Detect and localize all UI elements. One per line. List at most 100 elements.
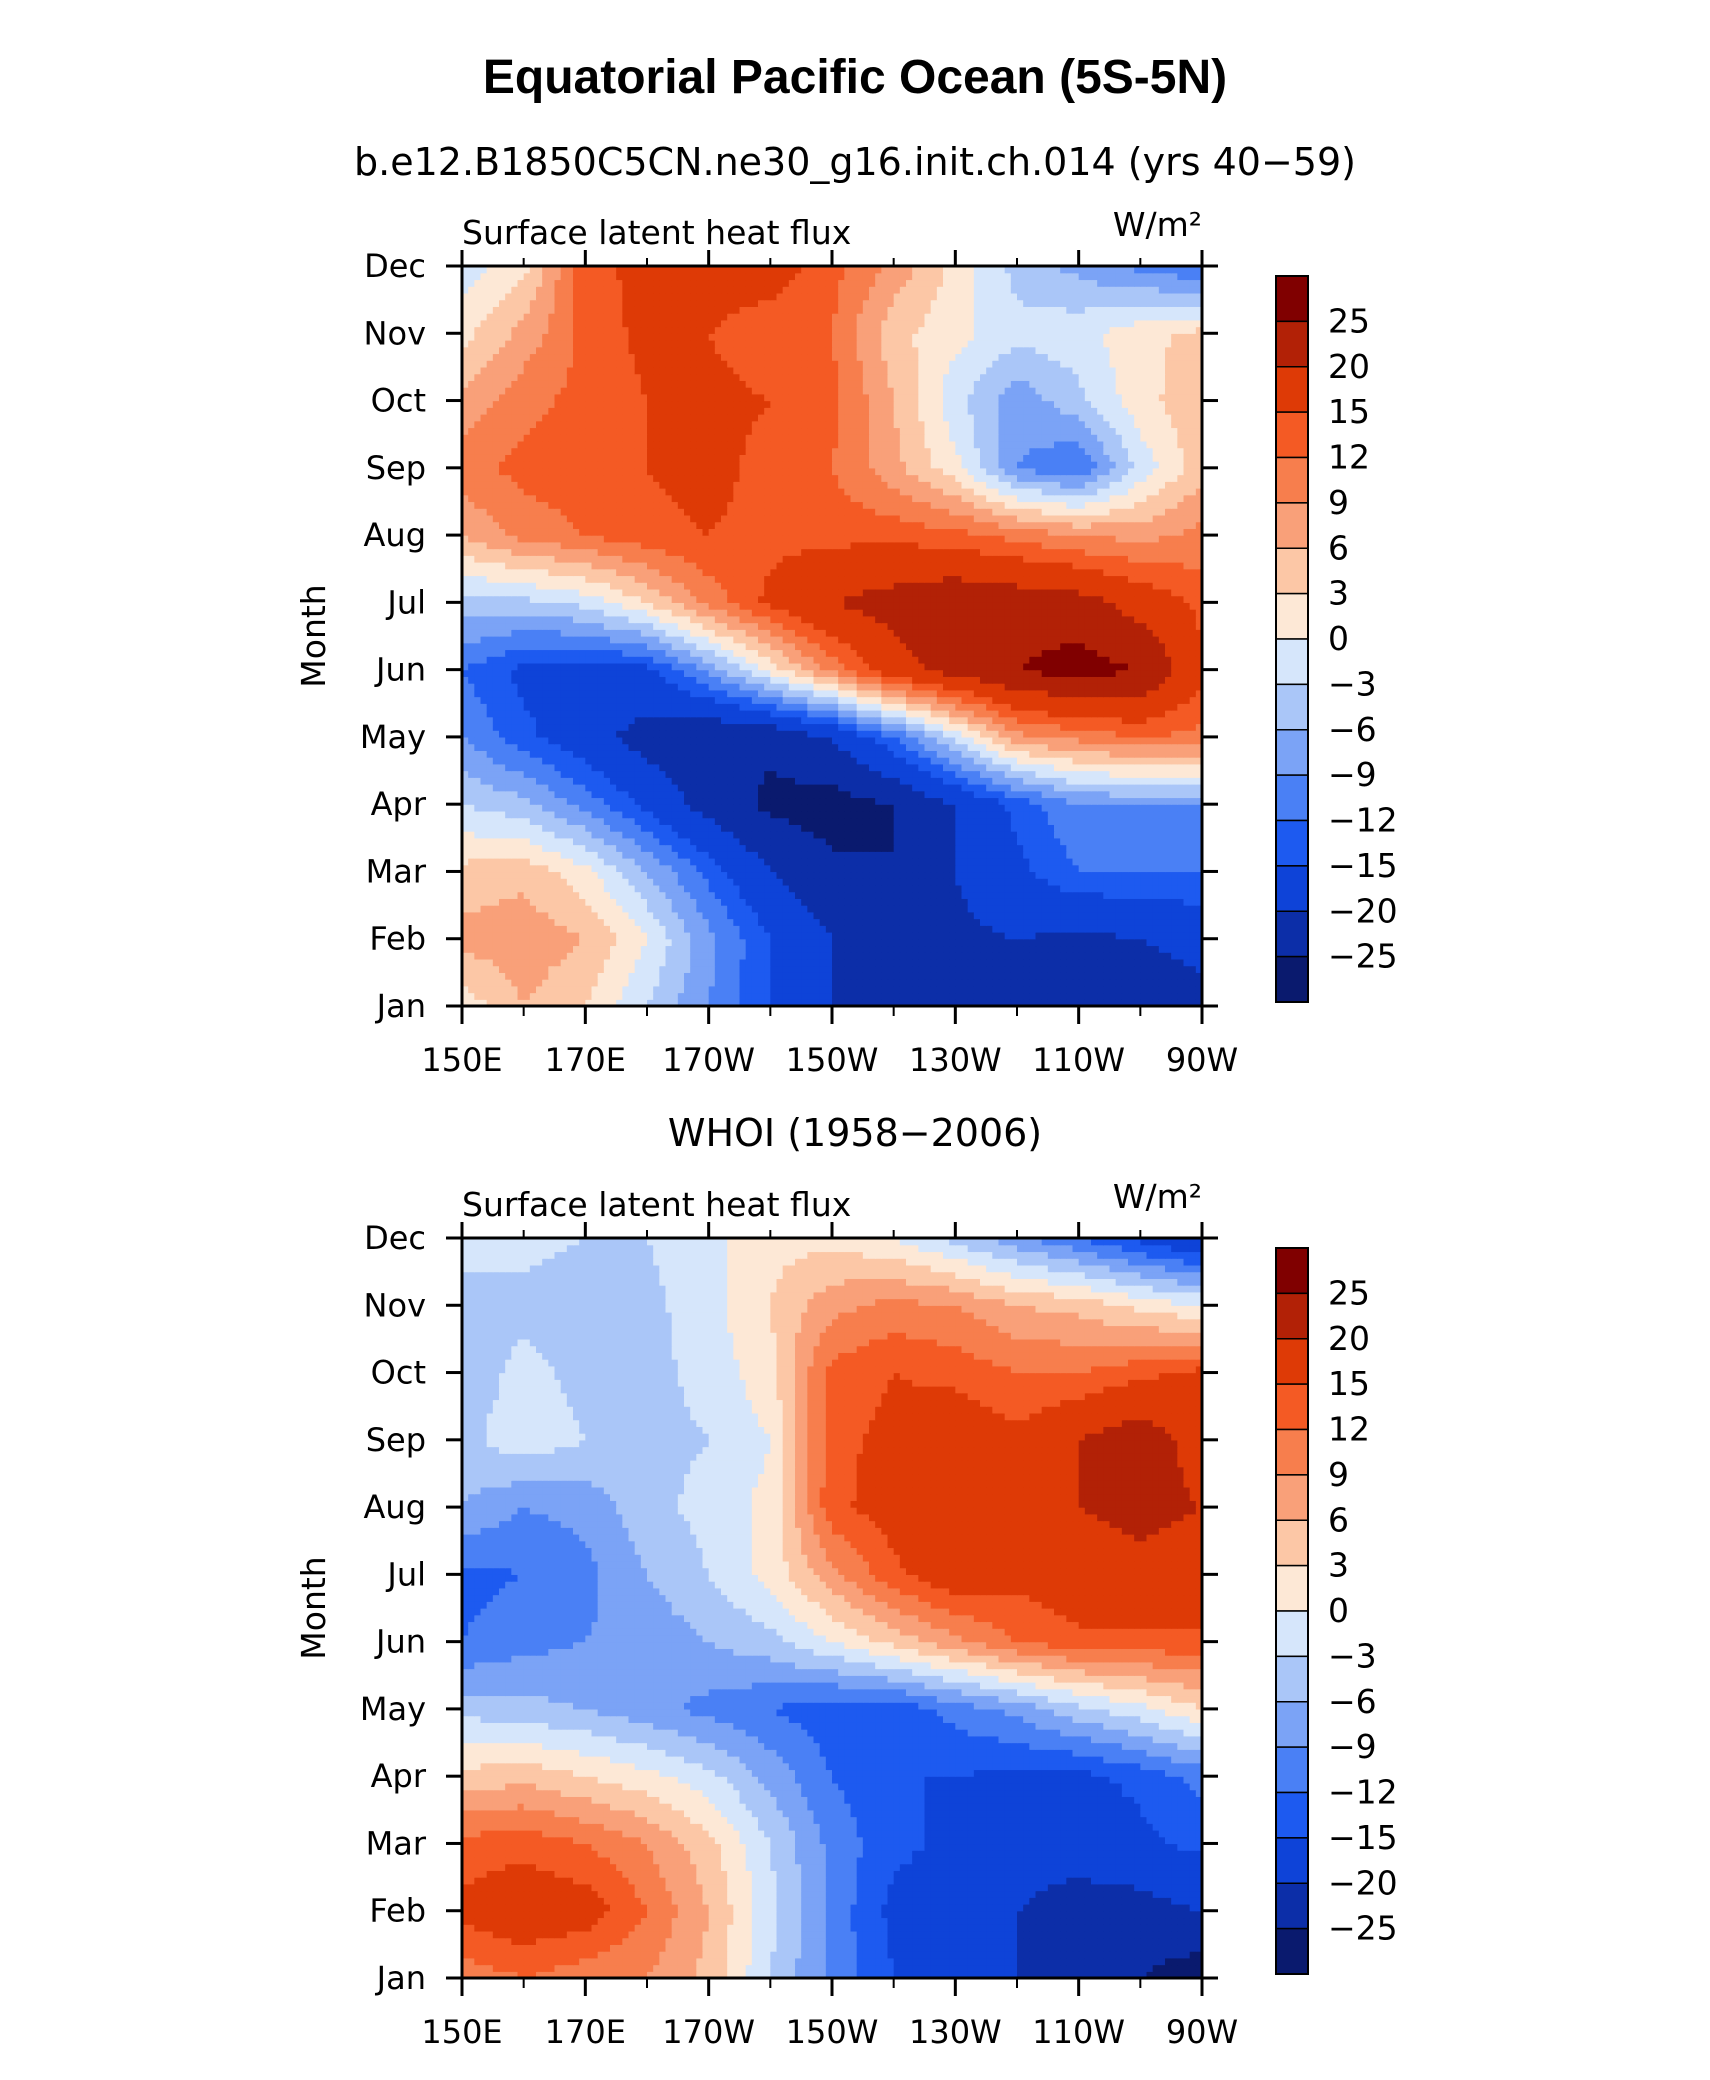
heatmap-cell	[912, 965, 919, 973]
heatmap-cell	[893, 757, 901, 765]
heatmap-cell	[727, 945, 734, 953]
heatmap-cell	[653, 743, 660, 751]
heatmap-cell	[1121, 844, 1129, 852]
heatmap-cell	[1183, 905, 1191, 913]
heatmap-cell	[906, 985, 913, 994]
heatmap-cell	[647, 979, 654, 987]
heatmap-cell	[980, 736, 987, 745]
heatmap-cell	[462, 790, 469, 799]
heatmap-cell	[1121, 831, 1129, 839]
heatmap-cell	[1134, 958, 1141, 967]
heatmap-cell	[751, 999, 759, 1007]
heatmap-cell	[838, 999, 845, 1007]
heatmap-cell	[1091, 750, 1098, 758]
heatmap-cell	[1023, 999, 1030, 1007]
heatmap-cell	[912, 770, 919, 778]
heatmap-cell	[1078, 757, 1086, 765]
heatmap-cell	[591, 858, 599, 866]
heatmap-cell	[924, 952, 932, 960]
heatmap-cell	[949, 864, 956, 873]
heatmap-cell	[647, 743, 654, 751]
heatmap-cell	[671, 824, 679, 832]
heatmap-cell	[727, 763, 734, 772]
heatmap-cell	[1152, 851, 1160, 859]
heatmap-cell	[1146, 898, 1154, 906]
heatmap-cell	[505, 911, 512, 920]
heatmap-cell	[1029, 898, 1037, 906]
heatmap-cell	[807, 777, 815, 785]
heatmap-cell	[961, 945, 969, 953]
heatmap-cell	[486, 938, 494, 947]
heatmap-cell	[1054, 938, 1061, 947]
heatmap-cell	[554, 965, 562, 973]
heatmap-cell	[893, 952, 901, 960]
heatmap-cell	[930, 905, 938, 913]
heatmap-cell	[1195, 972, 1203, 980]
heatmap-cell	[529, 911, 537, 920]
heatmap-cell	[690, 898, 697, 906]
heatmap-cell	[1128, 945, 1135, 953]
heatmap-cell	[881, 999, 889, 1007]
heatmap-cell	[961, 804, 969, 812]
heatmap-cell	[1029, 958, 1037, 967]
heatmap-cell	[1035, 918, 1043, 926]
heatmap-cell	[1097, 810, 1104, 819]
heatmap-cell	[1066, 743, 1074, 751]
heatmap-cell	[918, 743, 926, 751]
heatmap-cell	[1023, 932, 1030, 940]
heatmap-cell	[480, 992, 488, 1000]
heatmap-cell	[1060, 938, 1067, 947]
heatmap-cell	[1084, 837, 1092, 846]
heatmap-cell	[782, 851, 790, 859]
heatmap-cell	[1109, 911, 1117, 920]
heatmap-cell	[579, 817, 586, 825]
heatmap-cell	[1128, 730, 1135, 738]
heatmap-field	[462, 266, 1203, 1007]
heatmap-cell	[554, 918, 562, 926]
heatmap-cell	[776, 837, 784, 846]
heatmap-cell	[1103, 858, 1111, 866]
heatmap-cell	[1060, 810, 1067, 819]
heatmap-cell	[1152, 844, 1160, 852]
heatmap-cell	[949, 905, 956, 913]
heatmap-cell	[517, 837, 525, 846]
heatmap-cell	[579, 972, 586, 980]
variable-label: Surface latent heat flux	[462, 213, 851, 252]
heatmap-cell	[529, 743, 537, 751]
heatmap-cell	[992, 851, 1000, 859]
heatmap-cell	[795, 952, 802, 960]
heatmap-cell	[1035, 992, 1043, 1000]
heatmap-cell	[1177, 979, 1185, 987]
heatmap-cell	[573, 858, 580, 866]
heatmap-cell	[659, 911, 667, 920]
heatmap-cell	[603, 918, 611, 926]
heatmap-cell	[603, 777, 611, 785]
heatmap-cell	[597, 884, 605, 893]
heatmap-cell	[1066, 831, 1074, 839]
heatmap-cell	[671, 723, 679, 731]
heatmap-cell	[486, 837, 494, 846]
heatmap-cell	[517, 824, 525, 832]
heatmap-cell	[733, 999, 741, 1007]
heatmap-cell	[1146, 965, 1154, 973]
heatmap-cell	[591, 797, 599, 805]
heatmap-cell	[1004, 790, 1012, 799]
heatmap-cell	[677, 932, 685, 940]
heatmap-cell	[776, 817, 784, 825]
heatmap-cell	[739, 797, 747, 805]
heatmap-cell	[622, 790, 630, 799]
heatmap-cell	[585, 898, 593, 906]
heatmap-cell	[1010, 831, 1018, 839]
heatmap-cell	[659, 743, 667, 751]
heatmap-cell	[659, 804, 667, 812]
heatmap-cell	[1128, 750, 1135, 758]
heatmap-cell	[1091, 770, 1098, 778]
heatmap-cell	[474, 992, 482, 1000]
heatmap-cell	[1078, 979, 1086, 987]
heatmap-cell	[856, 999, 864, 1007]
heatmap-cell	[1183, 999, 1191, 1007]
heatmap-cell	[838, 831, 845, 839]
heatmap-cell	[468, 784, 475, 792]
heatmap-cell	[825, 777, 833, 785]
heatmap-cell	[739, 985, 747, 994]
